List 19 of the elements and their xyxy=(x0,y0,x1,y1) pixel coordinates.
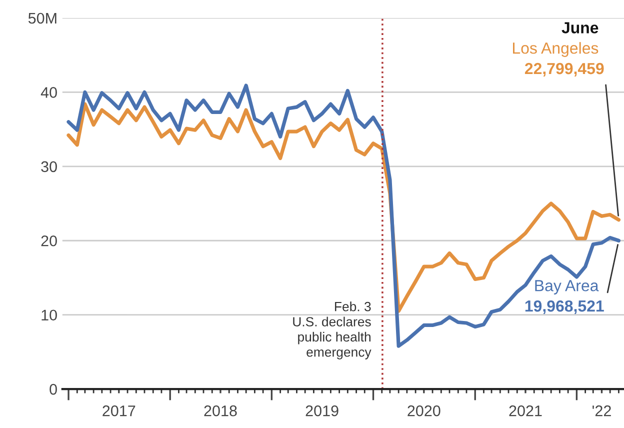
y-tick-label: 50M xyxy=(28,12,56,24)
line-series xyxy=(66,84,621,348)
y-tick-label: 0 xyxy=(50,384,57,395)
x-tick-label: '22 xyxy=(592,405,611,416)
y-tick-label: 20 xyxy=(41,235,57,246)
x-tick-label: 2018 xyxy=(204,405,237,416)
y-tick-label: 10 xyxy=(42,310,57,321)
y-tick-label: 40 xyxy=(40,87,57,98)
text: Los Angeles xyxy=(513,42,598,57)
x-tick-label: 2021 xyxy=(509,405,542,416)
annotation: 22,799,459 xyxy=(524,62,604,77)
annotation: 19,968,521 xyxy=(525,300,604,314)
x-tick-label: 2017 xyxy=(102,405,136,416)
annotation: June xyxy=(562,22,598,34)
x-tick-label: 2020 xyxy=(408,405,440,416)
x-tick-label: 2019 xyxy=(306,405,338,416)
series-label: Bay Area xyxy=(535,280,599,294)
ref-line-label: Feb. 3 U.S. declares public health emergency xyxy=(293,302,372,360)
y-tick-label: 30 xyxy=(41,161,57,172)
